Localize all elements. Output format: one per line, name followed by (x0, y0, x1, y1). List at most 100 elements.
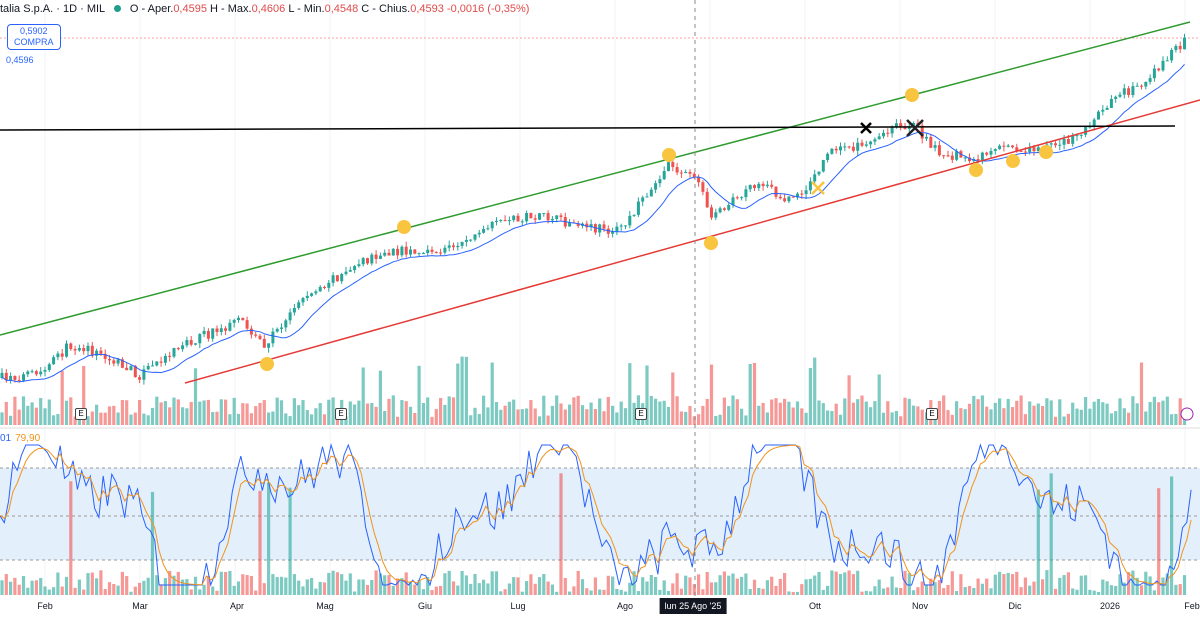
stoch-volume-bar (408, 582, 413, 595)
volume-bar (787, 401, 791, 425)
stoch-volume-bar (916, 587, 920, 595)
candle (155, 361, 159, 366)
touch-point-marker (969, 163, 983, 177)
candle (679, 172, 683, 174)
candle (821, 159, 825, 172)
earnings-badge[interactable]: E (75, 408, 87, 420)
volume-bar (585, 409, 589, 425)
candle (774, 186, 778, 197)
candle (688, 171, 692, 174)
candle (421, 253, 425, 255)
stoch-volume-bar (52, 587, 56, 595)
axis-label: 2026 (1099, 601, 1121, 611)
volume-bar (890, 412, 894, 425)
stoch-volume-bar (348, 573, 352, 595)
candle (697, 177, 701, 183)
candle (34, 371, 38, 375)
candle (817, 171, 821, 175)
volume-bar (451, 397, 456, 425)
time-axis[interactable]: Feb Mar Apr Mag Giu Lug Ago Ott Nov Dic … (0, 598, 1200, 617)
volume-bar (421, 403, 425, 425)
interval[interactable]: 1D (62, 3, 78, 15)
candle (185, 340, 189, 346)
buy-button[interactable]: 0,5902 COMPRA (7, 24, 61, 50)
axis-label: Feb (1184, 601, 1200, 611)
candle (499, 220, 503, 222)
candle (1157, 68, 1161, 71)
candle (232, 319, 236, 323)
stoch-volume-bar (709, 582, 714, 595)
candle (430, 249, 434, 252)
volume-bar (236, 413, 241, 425)
stoch-volume-bar (869, 591, 873, 595)
stoch-volume-bar (580, 579, 585, 595)
volume-bar (899, 416, 903, 425)
candle (568, 222, 572, 227)
volume-bar (989, 409, 993, 425)
candle (228, 322, 232, 331)
stoch-volume-bar (985, 578, 989, 595)
candle (344, 271, 348, 275)
earnings-badge[interactable]: E (926, 408, 938, 420)
volume-bar (271, 411, 275, 425)
candle (1097, 111, 1100, 120)
candle (335, 275, 339, 282)
candle (439, 252, 443, 254)
volume-bar (1041, 406, 1045, 425)
earnings-badge[interactable]: E (335, 408, 347, 420)
volume-bar (1148, 402, 1152, 425)
volume-bar (150, 407, 155, 425)
stoch-volume-bar (150, 491, 155, 595)
lower-channel-line (184, 99, 1200, 384)
earnings-badge[interactable]: E (635, 408, 647, 420)
volume-bar (486, 407, 490, 425)
volume-bar (959, 408, 963, 425)
candle (1165, 60, 1169, 62)
candle (1152, 68, 1156, 79)
stoch-volume-bar (718, 575, 722, 595)
volume-bar (138, 399, 142, 425)
open-value: 0,4595 (173, 3, 207, 15)
candle (615, 226, 619, 232)
candle (284, 320, 288, 328)
stoch-volume-bar (615, 588, 619, 595)
candle (133, 365, 137, 378)
stoch-volume-bar (202, 584, 206, 595)
volume-bar (391, 395, 395, 425)
candle (770, 184, 774, 187)
stoch-volume-bar (1092, 590, 1096, 595)
volume-bar (211, 412, 215, 425)
candle (86, 345, 90, 352)
axis-label: Mag (316, 601, 334, 611)
volume-bar (516, 409, 520, 425)
volume-bar (649, 395, 653, 425)
buy-price: 0,5902 (19, 26, 48, 36)
candle (993, 149, 997, 151)
stoch-volume-bar (1058, 577, 1062, 595)
candle (1170, 49, 1174, 61)
candle (946, 155, 950, 157)
candle (151, 365, 154, 367)
volume-bar (727, 406, 731, 425)
candle (297, 302, 301, 308)
volume-bar (224, 399, 228, 425)
candle (529, 213, 533, 219)
stoch-legend: 01 79,90 (0, 433, 40, 444)
candle (1006, 145, 1010, 147)
stoch-volume-bar (641, 577, 645, 595)
candle (976, 159, 980, 161)
candle (839, 146, 842, 151)
volume-bar (288, 416, 292, 425)
candle (727, 204, 731, 210)
volume-bar (1127, 412, 1131, 425)
volume-bar (95, 404, 99, 425)
candle (1079, 134, 1083, 136)
high-label: H - Max. (210, 3, 252, 15)
stoch-volume-bar (1036, 489, 1040, 595)
candle (60, 353, 64, 357)
stoch-volume-bar (972, 587, 976, 595)
candle (318, 286, 322, 292)
candle (606, 228, 610, 234)
candle (684, 171, 688, 174)
